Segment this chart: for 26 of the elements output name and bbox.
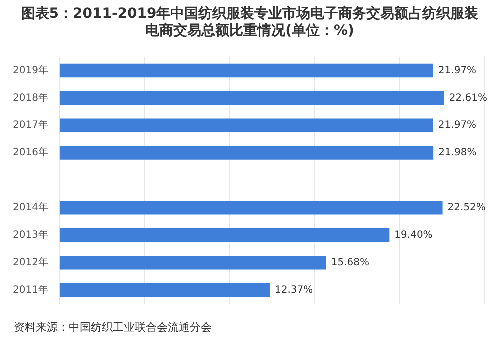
bar <box>60 118 434 132</box>
bar <box>60 201 443 215</box>
data-label: 19.40% <box>394 230 433 241</box>
y-tick-label: 2019年 <box>12 64 48 76</box>
data-label: 21.97% <box>438 120 477 132</box>
bar <box>60 228 390 242</box>
chart-title: 图表5：2011-2019年中国纺织服装专业市场电子商务交易额占纺织服装电商交易总额比重情况(单位：%) <box>20 6 480 40</box>
bar <box>60 64 434 78</box>
y-tick-label: 2012年 <box>12 256 48 268</box>
bar <box>60 283 270 298</box>
y-tick-label: 2016年 <box>12 146 48 159</box>
data-label: 21.98% <box>438 148 477 159</box>
bar <box>60 146 434 160</box>
data-label: 12.37% <box>275 284 314 296</box>
y-tick-label: 2013年 <box>12 228 48 241</box>
y-tick-label: 2017年 <box>12 119 48 132</box>
data-label: 21.97% <box>438 65 477 76</box>
text: 资料来源：中国纺织工业联合会流通分会 <box>14 320 212 335</box>
y-tick-label: 2011年 <box>12 284 48 296</box>
data-label: 22.52% <box>448 202 486 214</box>
bar <box>60 256 326 270</box>
y-tick-label: 2014年 <box>12 202 48 214</box>
y-tick-label: 2018年 <box>12 92 48 104</box>
data-label: 15.68% <box>331 257 370 268</box>
bar <box>60 91 444 106</box>
data-label: 22.61% <box>449 92 488 104</box>
